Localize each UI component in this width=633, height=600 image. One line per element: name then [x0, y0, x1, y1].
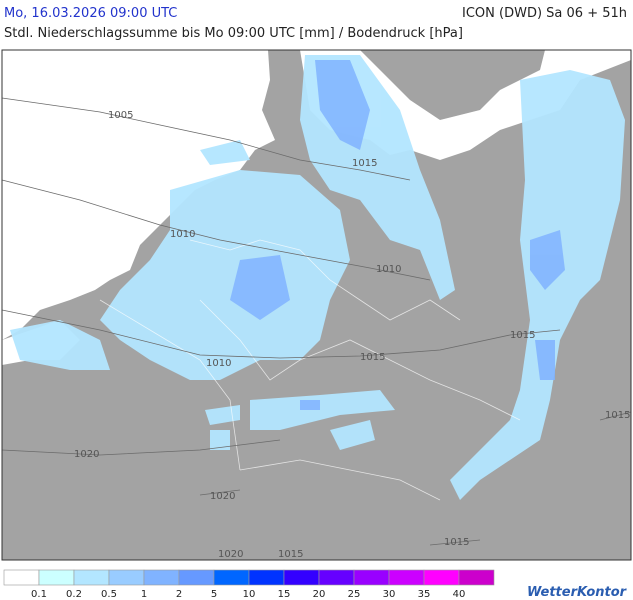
map-frame [1, 49, 632, 561]
isobar-label: 1010 [206, 358, 231, 369]
legend-label: 0.2 [66, 589, 82, 600]
legend-label: 15 [278, 589, 291, 600]
precipitation-moderate [230, 60, 565, 410]
isobar-label: 1020 [210, 491, 235, 502]
legend-swatch [283, 569, 320, 586]
legend-swatch [248, 569, 285, 586]
legend-swatch [388, 569, 425, 586]
isobar-label: 1015 [360, 352, 385, 363]
legend-swatch [38, 569, 75, 586]
legend-swatch [108, 569, 145, 586]
isobar-label: 1020 [218, 549, 243, 560]
isobar-label: 1015 [605, 410, 630, 421]
isobars [1, 97, 632, 546]
legend-label: 2 [176, 589, 182, 600]
isobar-label: 1010 [376, 264, 401, 275]
logo: WetterKontor [527, 585, 628, 600]
legend-label: 1 [141, 589, 147, 600]
legend-label: 40 [453, 589, 466, 600]
isobar-label: 1015 [510, 330, 535, 341]
legend-swatch [213, 569, 250, 586]
model-run: ICON (DWD) Sa 06 + 51h [462, 6, 627, 21]
subtitle: Stdl. Niederschlagssumme bis Mo 09:00 UT… [4, 26, 463, 41]
legend-swatch [318, 569, 355, 586]
legend-swatch [423, 569, 460, 586]
sea [2, 50, 275, 340]
isobar-label: 1015 [444, 537, 469, 548]
legend-swatch [143, 569, 180, 586]
isobar-labels: 1005 1010 1010 1015 1015 1010 1015 1015 … [74, 110, 630, 560]
precipitation [10, 55, 625, 500]
legend-label: 25 [348, 589, 361, 600]
legend-label: 0.1 [31, 589, 47, 600]
legend: 0.1 0.2 0.5 1 2 5 10 15 20 25 30 35 40 [3, 569, 495, 600]
isobar-label: 1015 [352, 158, 377, 169]
legend-label: 10 [243, 589, 256, 600]
legend-label: 20 [313, 589, 326, 600]
legend-swatch [178, 569, 215, 586]
legend-label: 30 [383, 589, 396, 600]
legend-label: 0.5 [101, 589, 117, 600]
isobar-label: 1015 [278, 549, 303, 560]
isobar-label: 1005 [108, 110, 133, 121]
legend-swatch [458, 569, 495, 586]
legend-swatch [3, 569, 40, 586]
legend-label: 35 [418, 589, 431, 600]
isobar-label: 1010 [170, 229, 195, 240]
isobar-label: 1020 [74, 449, 99, 460]
valid-time: Mo, 16.03.2026 09:00 UTC [4, 6, 178, 21]
legend-label: 5 [211, 589, 217, 600]
legend-swatch [73, 569, 110, 586]
borders [99, 239, 521, 501]
legend-swatch [353, 569, 390, 586]
